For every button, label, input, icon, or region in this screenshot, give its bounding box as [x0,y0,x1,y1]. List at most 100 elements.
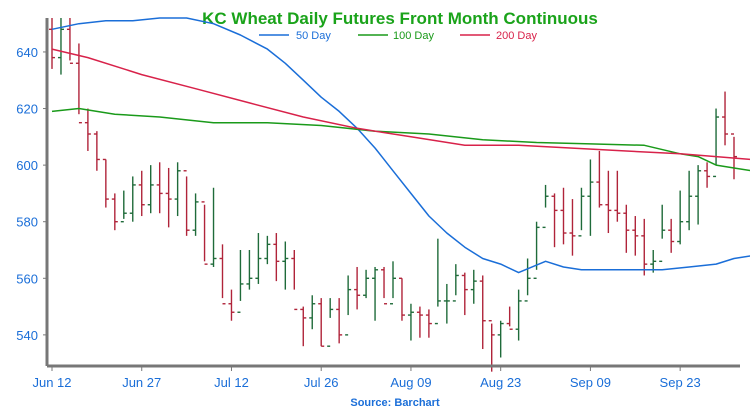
ohlc-bar [282,241,289,290]
ohlc-bar [264,235,271,265]
ohlc-bar [677,190,684,245]
legend: 50 Day 100 Day 200 Day [259,30,537,42]
ohlc-bar [704,162,711,188]
ohlc-bar [219,244,226,305]
ohlc-bar [84,108,91,151]
ohlc-bar [192,193,199,236]
x-tick-label: Jun 27 [122,375,161,390]
ohlc-bar [686,170,693,231]
x-tick-label: Jul 12 [214,375,249,390]
ohlc-bar [120,190,127,223]
ohlc-bar [345,275,352,336]
ohlc-bar [138,170,145,217]
x-axis-labels: Jun 12 Jun 27 Jul 12 Jul 26 Aug 09 Aug 23 Sep … [32,366,701,390]
y-tick-label: 600 [16,158,38,173]
ohlc-bar [569,199,576,256]
ohlc-bar [524,258,531,302]
x-tick-label: Jul 26 [304,375,339,390]
ohlc-bar [605,170,612,234]
y-tick-label: 580 [16,215,38,230]
ohlc-bar [614,170,621,222]
ohlc-bar [713,108,720,178]
ohlc-bar [425,309,432,338]
ohlc-bar [228,289,235,321]
y-tick-label: 560 [16,271,38,286]
y-tick-label: 620 [16,102,38,117]
legend-label-50-day: 50 Day [296,30,331,42]
ohlc-bar [237,250,244,313]
ohlc-bar [318,298,325,347]
x-tick-label: Aug 09 [390,375,431,390]
ohlc-bar [183,170,190,236]
ma-200-day-line [51,48,750,161]
ohlc-bar [461,272,468,316]
legend-item-100-day: 100 Day [358,30,434,42]
x-tick-label: Sep 09 [570,375,611,390]
ohlc-bar [542,184,549,229]
ohlc-bar [551,193,558,248]
ohlc-bar [102,158,109,208]
legend-label-200-day: 200 Day [496,30,537,42]
ohlc-bar [210,187,217,267]
ohlc-bar [111,193,118,231]
x-tick-label: Aug 23 [480,375,521,390]
ohlc-bar [722,91,729,146]
ohlc-bar [300,306,307,347]
ma-100-day-line [51,107,750,172]
ohlc-bar [641,218,648,276]
ohlc-bar [515,289,522,341]
ohlc-bar [695,165,702,225]
ohlc-bar [398,277,405,321]
legend-item-200-day: 200 Day [460,30,537,42]
ohlc-bar [497,320,504,358]
legend-label-100-day: 100 Day [393,30,434,42]
ohlc-bar [578,187,585,237]
moving-averages [51,17,750,274]
ohlc-bar [488,320,495,372]
ohlc-bar [668,218,675,253]
ohlc-bar [147,165,154,214]
ohlc-bar [255,233,262,284]
ohlc-bar [470,269,477,304]
ohlc-bar [390,261,396,305]
ohlc-bar [273,233,280,282]
ohlc-bar [587,159,594,236]
ohlc-bar [533,221,540,279]
ohlc-bar [372,266,379,321]
ohlc-bar [201,201,208,265]
ohlc-bar [434,238,441,325]
ohlc-bar [129,176,136,222]
ohlc-bar [165,167,172,228]
ohlc-bar [596,150,603,208]
ohlc-bars [49,18,737,372]
ohlc-bar [174,162,181,217]
ohlc-bar [623,204,630,253]
ohlc-bar [93,131,100,171]
ma-50-day-line [51,17,750,274]
ohlc-bar [632,216,639,256]
ohlc-bar [291,250,298,311]
y-tick-label: 540 [16,328,38,343]
ohlc-bar [246,250,253,290]
ohlc-bar [156,162,163,214]
ohlc-bar [363,269,370,299]
ohlc-bar [731,133,737,180]
ohlc-bar [506,306,513,330]
ohlc-bar [381,266,388,305]
y-axis-labels: 540 560 580 600 620 640 [16,45,47,343]
ohlc-bar [479,275,486,350]
chart-title: KC Wheat Daily Futures Front Month Conti… [202,9,598,28]
axes [45,18,740,368]
ohlc-bar [659,204,666,263]
source-label: Source: Barchart [350,397,440,409]
ohlc-bar [354,266,361,310]
ohlc-bar [327,298,334,347]
ohlc-bar [309,295,316,330]
ohlc-bar [49,18,55,69]
y-tick-label: 640 [16,45,38,60]
ohlc-bar [560,187,567,245]
x-tick-label: Jun 12 [32,375,71,390]
ohlc-bar [650,250,657,273]
